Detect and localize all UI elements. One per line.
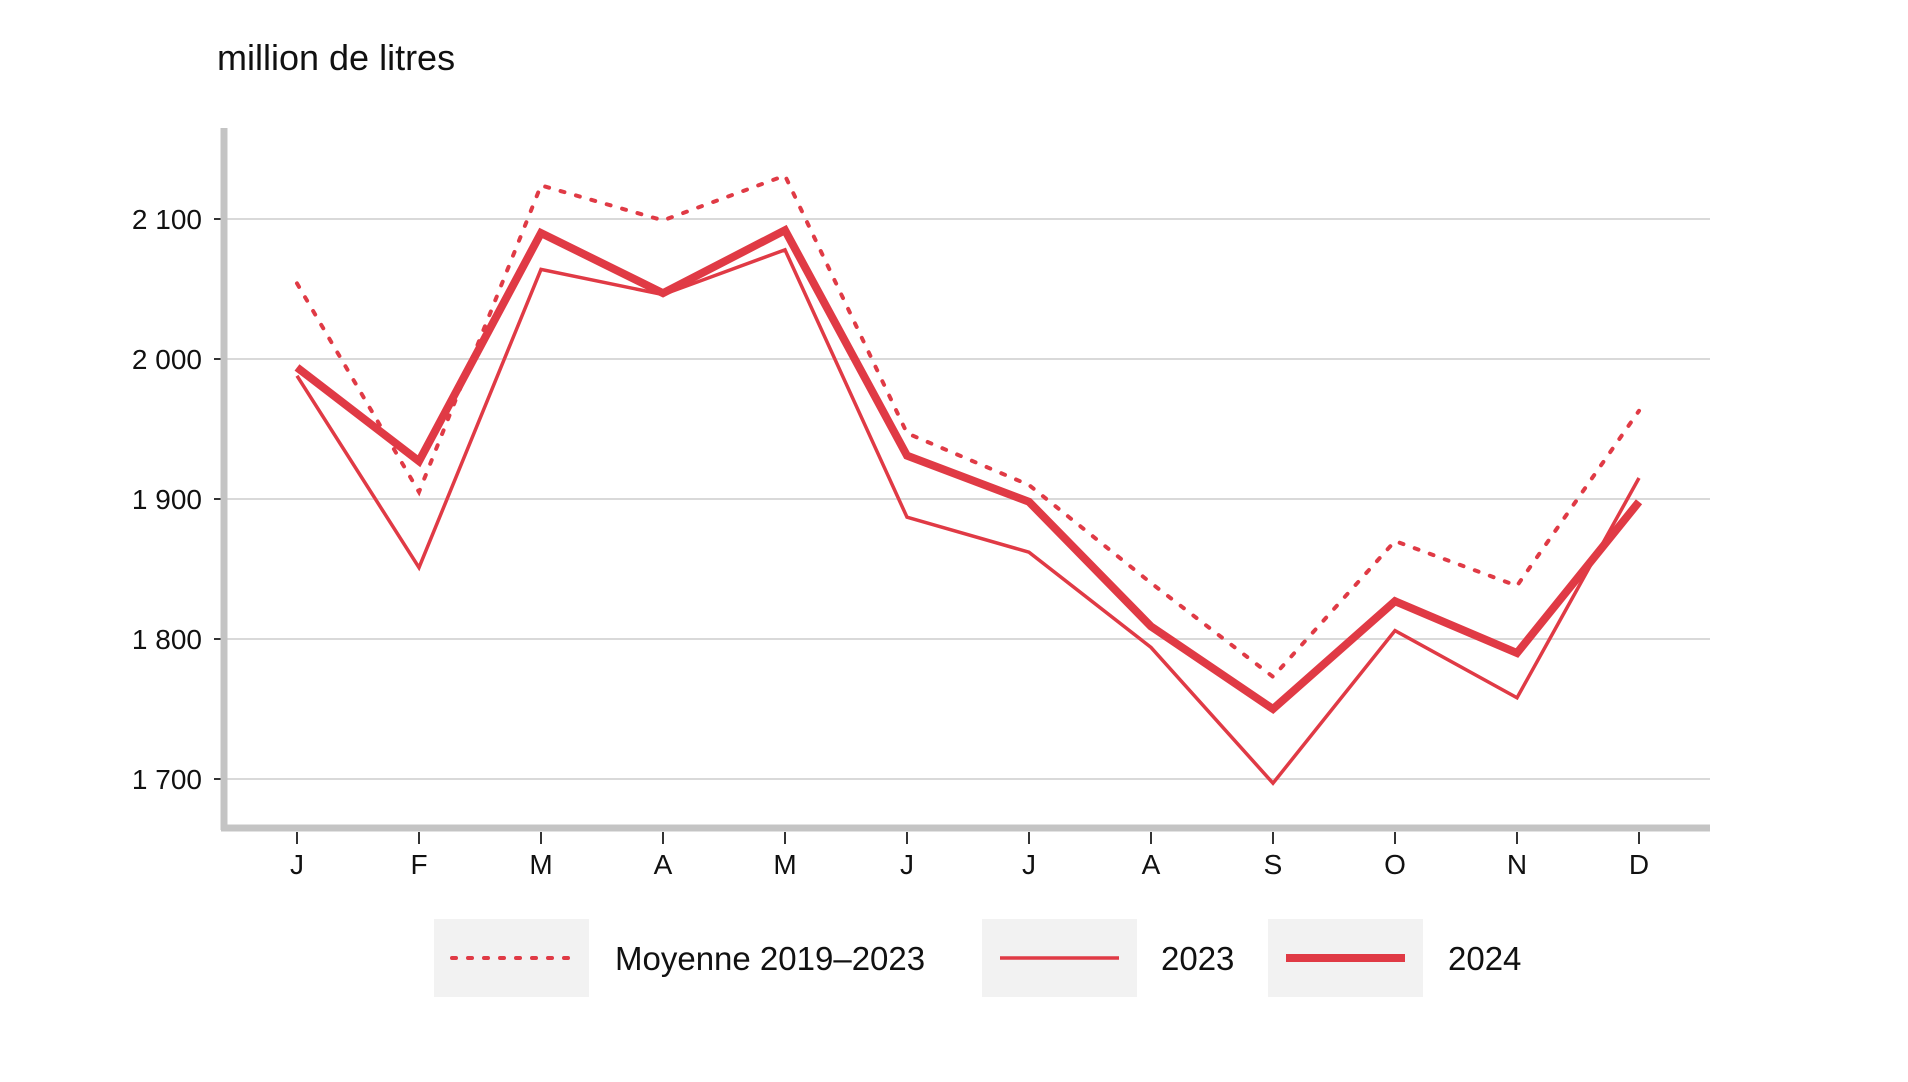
x-tick-label: N [1507,849,1527,880]
y-tick-label: 2 100 [132,204,202,235]
x-tick-label: D [1629,849,1649,880]
series-lines [294,173,1643,786]
x-tick-label: J [1022,849,1036,880]
x-tick-label: A [1142,849,1161,880]
legend-label: 2023 [1161,940,1234,977]
x-tick-label: M [773,849,796,880]
x-tick-label: O [1384,849,1406,880]
legend-item: 2024 [1268,919,1521,997]
series-line-dotted [295,173,1641,680]
legend-label: 2024 [1448,940,1521,977]
x-tick-label: J [290,849,304,880]
legend: Moyenne 2019–2023 2023 2024 [434,919,1521,997]
y-tick-label: 1 800 [132,624,202,655]
x-tick-label: J [900,849,914,880]
legend-item: 2023 [982,919,1234,997]
x-tick-label: A [654,849,673,880]
y-tick-label: 1 700 [132,764,202,795]
y-tick-label: 1 900 [132,484,202,515]
legend-item: Moyenne 2019–2023 [434,919,925,997]
x-tick-label: F [410,849,427,880]
y-tick-label: 2 000 [132,344,202,375]
x-tick-label: S [1264,849,1283,880]
y-axis-unit-label: million de litres [217,37,455,78]
legend-label: Moyenne 2019–2023 [615,940,925,977]
x-tick-label: M [529,849,552,880]
axes: 1 700 1 800 1 900 2 000 2 100 J F M A M J J A S O N D [132,128,1710,880]
series-line-thick [294,224,1643,715]
series-line-thin [295,247,1641,786]
